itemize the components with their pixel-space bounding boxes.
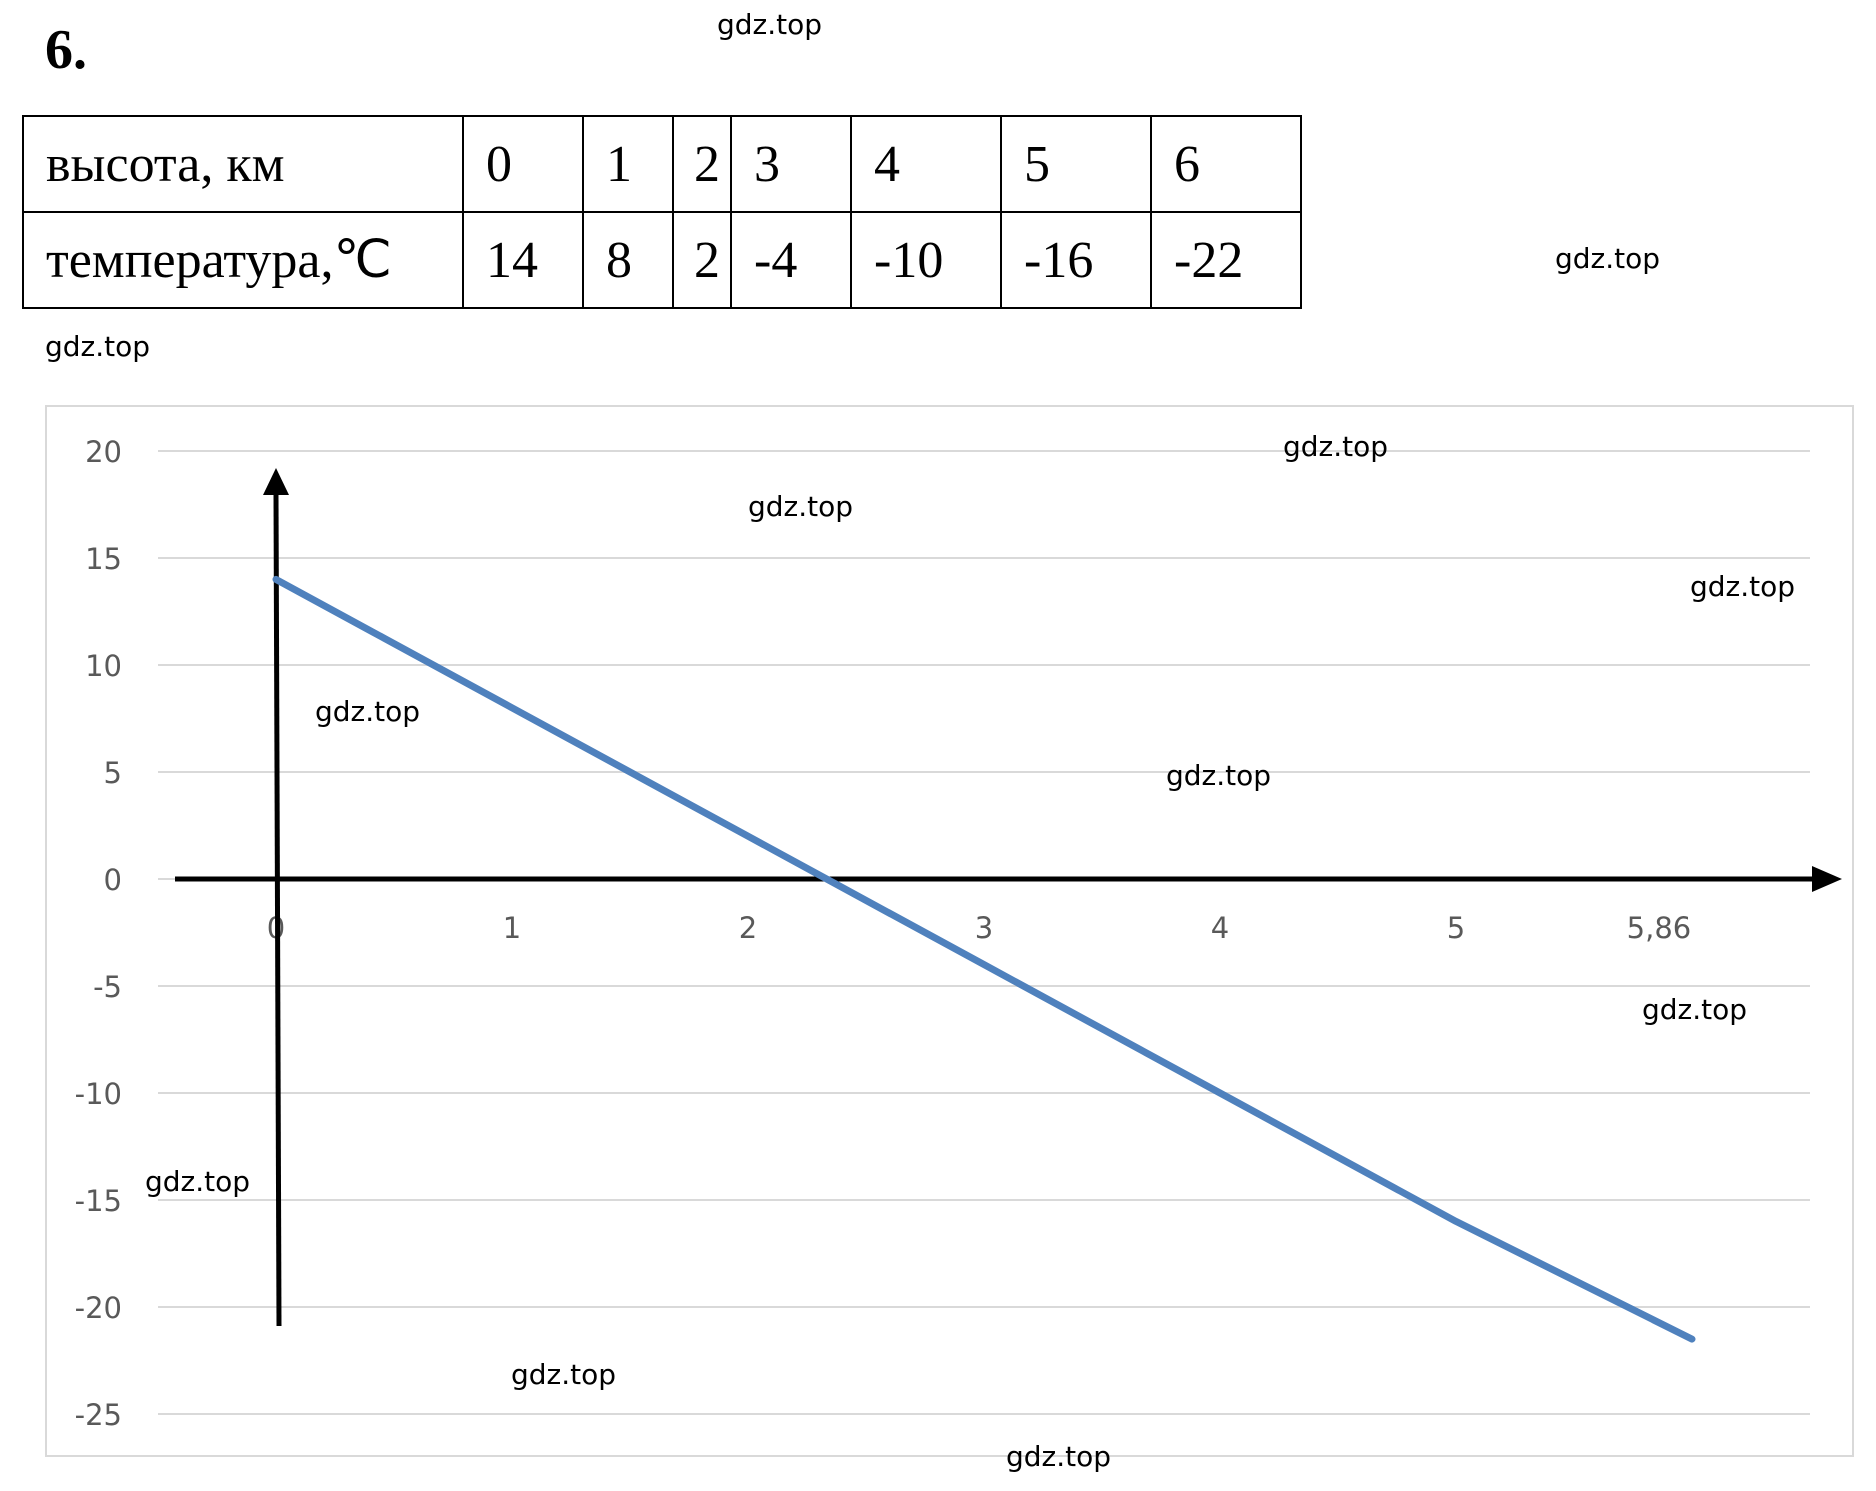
y-tick-label: -5 [93,970,122,1004]
watermark: gdz.top [1166,759,1272,792]
watermark: gdz.top [315,695,421,728]
x-tick-label: 5,86 [1627,911,1692,945]
table-cell: -22 [1150,211,1302,309]
watermark: gdz.top [1690,570,1796,603]
y-axis [273,494,282,1327]
table-cell: 0 [462,115,584,213]
row-label: температура,℃ [22,211,464,309]
y-tick-label: 15 [85,542,122,576]
x-tick-label: 2 [739,911,757,945]
table-cell: -4 [730,211,852,309]
task-number: 6. [45,19,87,81]
table-cell: 4 [850,115,1002,213]
watermark: gdz.top [145,1165,251,1198]
watermark: gdz.top [1555,242,1661,275]
table-cell: 2 [672,115,732,213]
table-cell: 3 [730,115,852,213]
table-row-temperature: температура,℃ 14 8 2 -4 -10 -16 -22 [22,211,1302,309]
x-tick-label: 1 [503,911,521,945]
x-tick-label: 4 [1211,911,1229,945]
table-cell: 14 [462,211,584,309]
row-label: высота, км [22,115,464,213]
table-row-height: высота, км 0 1 2 3 4 5 6 [22,115,1302,213]
table-cell: 2 [672,211,732,309]
watermark: gdz.top [717,8,823,41]
watermark: gdz.top [1283,430,1389,463]
x-tick-label: 3 [975,911,993,945]
y-tick-label: -10 [75,1077,122,1111]
series-line [272,575,1696,1343]
y-tick-label: -15 [75,1184,122,1218]
y-tick-label: 20 [85,435,122,469]
table-cell: 1 [582,115,674,213]
table-cell: -16 [1000,211,1152,309]
watermark: gdz.top [45,330,151,363]
table-cell: 6 [1150,115,1302,213]
y-tick-label: 5 [104,756,122,790]
watermark: gdz.top [748,490,854,523]
y-tick-label: 10 [85,649,122,683]
table-cell: 8 [582,211,674,309]
y-tick-label: -25 [75,1398,122,1432]
data-table: высота, км 0 1 2 3 4 5 6 температура,℃ 1… [22,115,1302,309]
table-cell: 5 [1000,115,1152,213]
y-tick-label: -20 [75,1291,122,1325]
watermark: gdz.top [1006,1440,1112,1473]
table-cell: -10 [850,211,1002,309]
y-axis-arrow [263,468,289,495]
y-tick-label: 0 [104,863,122,897]
chart-frame [45,405,1854,1457]
x-axis-arrow [1812,866,1842,892]
watermark: gdz.top [511,1358,617,1391]
watermark: gdz.top [1642,993,1748,1026]
x-tick-label: 5 [1447,911,1465,945]
